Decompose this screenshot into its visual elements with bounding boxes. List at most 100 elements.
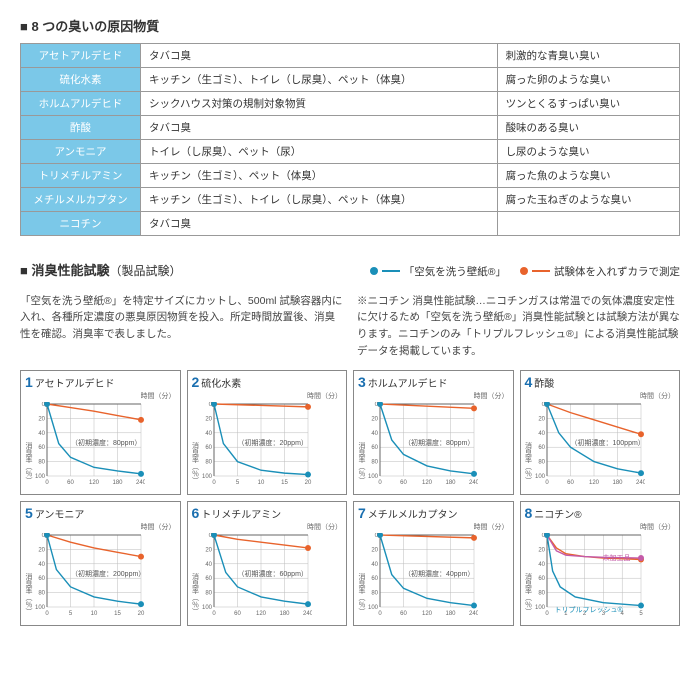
y-axis-label: 消臭率（％）: [356, 573, 366, 615]
chart-note-bottom: トリプルフレッシュ®: [555, 605, 623, 615]
svg-text:40: 40: [538, 561, 545, 567]
svg-text:80: 80: [205, 459, 212, 465]
svg-text:80: 80: [38, 590, 45, 596]
substance-source: トイレ（し尿臭）、ペット（尿）: [141, 140, 498, 164]
svg-text:5: 5: [639, 611, 643, 617]
substance-name: メチルメルカプタン: [21, 188, 141, 212]
chart-number: 7: [358, 505, 366, 521]
svg-text:100: 100: [368, 605, 379, 611]
chart-note: （初期濃度：80ppm）: [404, 438, 474, 448]
svg-text:60: 60: [38, 576, 45, 582]
svg-text:0: 0: [212, 480, 216, 486]
svg-text:60: 60: [234, 611, 241, 617]
svg-text:5: 5: [235, 480, 239, 486]
table-row: ニコチン タバコ臭: [21, 212, 680, 236]
x-axis-label: 時間（分）: [525, 522, 676, 532]
table-row: ホルムアルデヒド シックハウス対策の規制対象物質 ツンとくるすっぱい臭い: [21, 92, 680, 116]
svg-text:80: 80: [538, 590, 545, 596]
table-row: 酢酸 タバコ臭 酸味のある臭い: [21, 116, 680, 140]
chart-number: 2: [192, 374, 200, 390]
chart-note: （初期濃度：40ppm）: [404, 569, 474, 579]
svg-text:40: 40: [538, 430, 545, 436]
chart-title: 8 ニコチン®: [525, 505, 676, 521]
chart-4: 4 酢酸 時間（分） 消臭率（％） 0204060801000601201802…: [520, 370, 681, 495]
chart-8: 8 ニコチン® 時間（分） 消臭率（％） 020406080100012345 …: [520, 501, 681, 626]
substance-name: トリメチルアミン: [21, 164, 141, 188]
substance-source: キッチン（生ゴミ）、トイレ（し尿臭）、ペット（体臭）: [141, 68, 498, 92]
svg-text:20: 20: [38, 547, 45, 553]
table-row: トリメチルアミン キッチン（生ゴミ）、ペット（体臭） 腐った魚のような臭い: [21, 164, 680, 188]
y-axis-label: 消臭率（％）: [523, 442, 533, 484]
svg-text:240: 240: [469, 480, 478, 486]
substance-name: アンモニア: [21, 140, 141, 164]
svg-text:60: 60: [538, 576, 545, 582]
substance-smell: 酸味のある臭い: [497, 116, 679, 140]
substance-name: ホルムアルデヒド: [21, 92, 141, 116]
substance-smell: [497, 212, 679, 236]
svg-text:0: 0: [545, 611, 549, 617]
svg-text:60: 60: [205, 576, 212, 582]
svg-text:240: 240: [136, 480, 145, 486]
x-axis-label: 時間（分）: [25, 391, 176, 401]
substance-smell: ツンとくるすっぱい臭い: [497, 92, 679, 116]
substance-source: キッチン（生ゴミ）、トイレ（し尿臭）、ペット（体臭）: [141, 188, 498, 212]
chart-note: （初期濃度：100ppm）: [571, 438, 645, 448]
chart-number: 6: [192, 505, 200, 521]
svg-text:100: 100: [368, 474, 379, 480]
svg-text:60: 60: [567, 480, 574, 486]
legend: 「空気を洗う壁紙®」 試験体を入れずカラで測定: [370, 264, 680, 279]
svg-text:120: 120: [422, 611, 433, 617]
svg-text:5: 5: [69, 611, 73, 617]
table-row: アンモニア トイレ（し尿臭）、ペット（尿） し尿のような臭い: [21, 140, 680, 164]
chart-name: ニコチン®: [534, 506, 581, 521]
svg-text:180: 180: [445, 480, 456, 486]
substance-source: タバコ臭: [141, 212, 498, 236]
svg-text:80: 80: [205, 590, 212, 596]
svg-text:60: 60: [38, 445, 45, 451]
svg-text:80: 80: [38, 459, 45, 465]
chart-title: 3 ホルムアルデヒド: [358, 374, 509, 390]
svg-text:0: 0: [545, 480, 549, 486]
chart-title: 7 メチルメルカプタン: [358, 505, 509, 521]
svg-text:40: 40: [371, 430, 378, 436]
table-row: メチルメルカプタン キッチン（生ゴミ）、トイレ（し尿臭）、ペット（体臭） 腐った…: [21, 188, 680, 212]
substance-name: ニコチン: [21, 212, 141, 236]
svg-text:100: 100: [35, 474, 46, 480]
svg-text:100: 100: [201, 605, 212, 611]
chart-note-top: 未加工品: [603, 553, 631, 563]
svg-text:100: 100: [534, 605, 545, 611]
table-row: アセトアルデヒド タバコ臭 刺激的な青臭い臭い: [21, 44, 680, 68]
x-axis-label: 時間（分）: [358, 522, 509, 532]
svg-text:80: 80: [371, 590, 378, 596]
svg-text:20: 20: [371, 416, 378, 422]
substance-name: 硫化水素: [21, 68, 141, 92]
substance-source: タバコ臭: [141, 44, 498, 68]
chart-title: 2 硫化水素: [192, 374, 343, 390]
svg-text:80: 80: [371, 459, 378, 465]
svg-text:60: 60: [538, 445, 545, 451]
chart-3: 3 ホルムアルデヒド 時間（分） 消臭率（％） 0204060801000601…: [353, 370, 514, 495]
substance-smell: 腐った卵のような臭い: [497, 68, 679, 92]
chart-2: 2 硫化水素 時間（分） 消臭率（％） 02040608010005101520…: [187, 370, 348, 495]
x-axis-label: 時間（分）: [358, 391, 509, 401]
chart-title: 5 アンモニア: [25, 505, 176, 521]
chart-number: 4: [525, 374, 533, 390]
svg-text:180: 180: [445, 611, 456, 617]
substance-name: アセトアルデヒド: [21, 44, 141, 68]
substance-smell: 刺激的な青臭い臭い: [497, 44, 679, 68]
svg-text:40: 40: [371, 561, 378, 567]
y-axis-label: 消臭率（％）: [23, 442, 33, 484]
x-axis-label: 時間（分）: [192, 522, 343, 532]
table-row: 硫化水素 キッチン（生ゴミ）、トイレ（し尿臭）、ペット（体臭） 腐った卵のような…: [21, 68, 680, 92]
substance-smell: 腐った魚のような臭い: [497, 164, 679, 188]
svg-text:20: 20: [304, 480, 311, 486]
substance-source: シックハウス対策の規制対象物質: [141, 92, 498, 116]
svg-text:10: 10: [91, 611, 98, 617]
substance-smell: 腐った玉ねぎのような臭い: [497, 188, 679, 212]
svg-text:0: 0: [45, 480, 49, 486]
svg-text:60: 60: [67, 480, 74, 486]
svg-text:10: 10: [257, 480, 264, 486]
y-axis-label: 消臭率（％）: [190, 442, 200, 484]
svg-text:20: 20: [205, 416, 212, 422]
svg-text:100: 100: [35, 605, 46, 611]
